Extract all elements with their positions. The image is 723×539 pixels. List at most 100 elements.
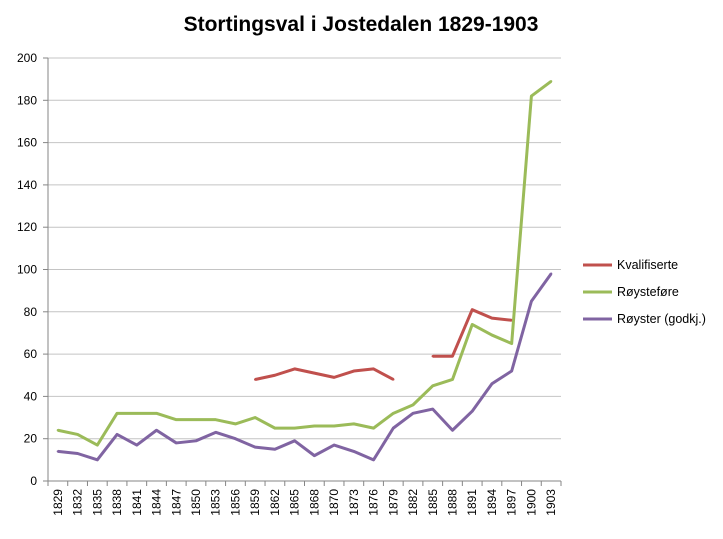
data-point	[96, 443, 99, 447]
y-tick-label: 60	[24, 347, 38, 361]
y-tick-label: 180	[17, 93, 37, 107]
series-line	[57, 272, 553, 462]
data-point	[273, 374, 277, 377]
data-point	[234, 422, 237, 426]
legend-item: Røyster (godkj.)	[583, 312, 706, 326]
x-tick-label: 1865	[288, 489, 302, 516]
x-tick-label: 1841	[130, 489, 144, 516]
data-point	[451, 355, 454, 358]
data-point	[253, 416, 257, 419]
y-tick-label: 160	[17, 136, 37, 150]
data-point	[451, 378, 454, 381]
data-point	[352, 450, 356, 453]
data-point	[56, 429, 60, 432]
data-point	[313, 454, 316, 457]
legend-item: Røysteføre	[583, 285, 679, 299]
data-point	[352, 422, 356, 426]
y-tick-label: 0	[30, 474, 37, 488]
chart-title: Stortingsval i Jostedalen 1829-1903	[184, 13, 539, 36]
data-point	[392, 378, 395, 381]
x-tick-label: 1882	[406, 489, 420, 516]
y-tick-label: 80	[24, 305, 38, 319]
x-tick-label: 1862	[268, 489, 282, 516]
grid-layer	[48, 57, 561, 440]
x-tick-label: 1888	[445, 489, 459, 516]
data-point	[471, 308, 474, 311]
data-point	[332, 424, 336, 428]
data-point	[471, 410, 474, 413]
data-point	[490, 316, 494, 320]
data-point	[155, 412, 158, 415]
data-point	[273, 448, 277, 451]
data-point	[253, 378, 257, 381]
series-1	[253, 308, 513, 381]
x-tick-label: 1903	[544, 489, 558, 516]
data-point	[372, 426, 375, 430]
x-tick-label: 1853	[209, 489, 223, 516]
series-line	[57, 80, 553, 447]
legend: Kvalifiserte Røysteføre Røyster (godkj.)	[583, 258, 706, 326]
x-tick-label: 1885	[426, 489, 440, 516]
x-tick-label: 1868	[307, 489, 321, 516]
data-point	[352, 369, 356, 373]
data-point	[510, 342, 513, 345]
y-tick-label: 140	[17, 178, 37, 192]
data-point	[56, 450, 60, 453]
x-tick-label: 1856	[228, 489, 242, 516]
data-point	[293, 426, 296, 430]
data-point	[490, 333, 494, 337]
x-tick-label: 1900	[524, 489, 538, 516]
data-point	[372, 458, 375, 462]
y-tick-label: 20	[24, 432, 38, 446]
x-tick-label: 1844	[150, 489, 164, 516]
legend-label: Røyster (godkj.)	[617, 312, 706, 326]
x-tick-label: 1850	[189, 489, 203, 516]
x-tick-label: 1879	[386, 489, 400, 516]
data-point	[332, 443, 336, 447]
data-point	[175, 418, 178, 421]
data-point	[392, 412, 395, 415]
data-point	[313, 371, 316, 375]
data-point	[510, 369, 513, 373]
y-tick-label: 40	[24, 389, 38, 403]
data-point	[313, 424, 316, 428]
data-point	[431, 384, 434, 388]
data-point	[214, 431, 217, 434]
x-tick-label: 1891	[465, 489, 479, 516]
data-point	[155, 429, 158, 432]
x-tick-label: 1838	[110, 489, 124, 516]
data-point	[175, 441, 178, 445]
data-point	[135, 412, 138, 415]
data-point	[431, 355, 434, 358]
data-point	[372, 367, 375, 371]
series-2	[56, 80, 553, 447]
data-point	[549, 272, 553, 275]
y-tick-label: 100	[17, 263, 37, 277]
data-point	[490, 382, 494, 385]
x-tick-label: 1829	[51, 489, 65, 516]
data-point	[135, 443, 138, 447]
data-point	[549, 80, 553, 83]
data-point	[214, 418, 217, 421]
data-point	[411, 403, 415, 407]
x-tick-label: 1859	[248, 489, 262, 516]
data-point	[332, 376, 336, 379]
data-point	[411, 412, 415, 415]
data-point	[392, 426, 395, 430]
axis-layer: 0 20 40 60 80 100 120 140 160 180 200 1829 1832 1835 1…	[17, 51, 562, 516]
data-point	[293, 439, 296, 443]
data-point	[451, 429, 454, 432]
data-point	[115, 412, 119, 415]
data-point	[194, 418, 198, 421]
y-tick-label: 120	[17, 220, 37, 234]
data-point	[530, 94, 533, 98]
data-point	[273, 426, 277, 430]
series-3	[56, 272, 553, 462]
data-point	[431, 407, 434, 411]
x-tick-label: 1832	[71, 489, 85, 516]
data-point	[234, 437, 237, 440]
legend-label: Røysteføre	[617, 285, 679, 299]
series-layer	[56, 80, 553, 462]
